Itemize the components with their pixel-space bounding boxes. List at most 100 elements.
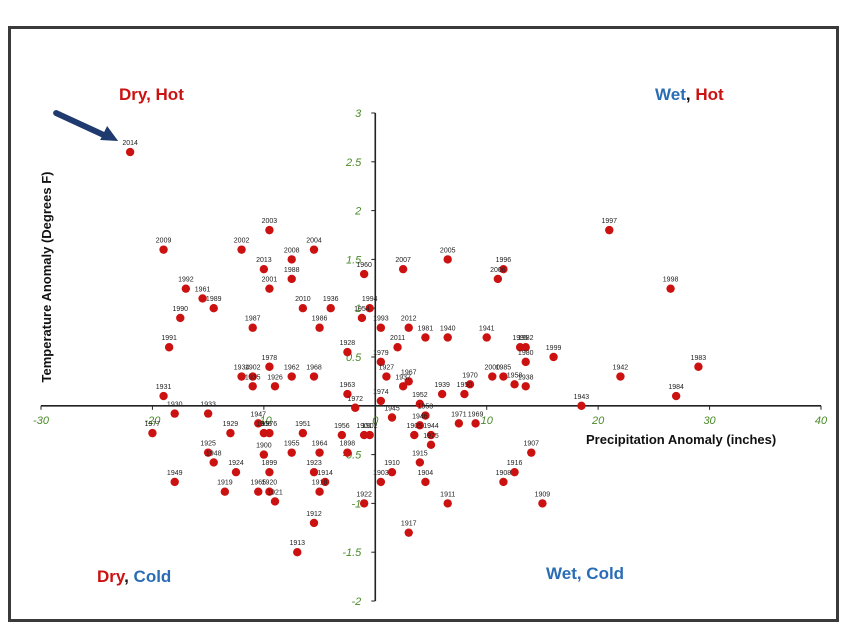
- data-point-1923: [309, 467, 319, 477]
- x-tick-label: 30: [703, 415, 716, 427]
- point-label-1997: 1997: [601, 218, 617, 225]
- data-point-2014: [125, 147, 135, 157]
- point-label-1963: 1963: [340, 382, 356, 389]
- point-label-1909: 1909: [535, 491, 551, 498]
- point-label-1985: 1985: [496, 365, 512, 372]
- data-point-1922: [359, 499, 369, 508]
- point-label-1979: 1979: [373, 350, 389, 357]
- data-point-1930: [170, 409, 179, 418]
- quadrant-label-dry-hot: Dry, Hot: [119, 85, 184, 104]
- quadrant-segment: ,: [686, 85, 695, 104]
- data-point-1971: [454, 419, 464, 428]
- point-label-1970: 1970: [462, 372, 478, 379]
- point-label-1978: 1978: [262, 355, 278, 362]
- data-point-1997: [605, 225, 614, 235]
- data-point-1969: [471, 419, 480, 428]
- point-label-1968: 1968: [306, 365, 322, 372]
- data-point-1916: [510, 467, 519, 477]
- data-point-1990: [176, 313, 185, 323]
- data-point-1940: [443, 333, 452, 342]
- y-axis-label: Temperature Anomaly (Degrees F): [39, 172, 54, 383]
- data-point-1939: [437, 389, 447, 399]
- point-label-1945: 1945: [384, 406, 400, 413]
- data-point-1928: [343, 347, 352, 357]
- point-label-1922: 1922: [356, 491, 372, 498]
- point-label-2014: 2014: [122, 140, 138, 147]
- quadrant-segment: Dry, Hot: [119, 85, 184, 104]
- point-label-1937: 1937: [395, 374, 411, 381]
- point-label-1902: 1902: [245, 365, 261, 372]
- point-label-1920: 1920: [262, 480, 278, 487]
- data-point-1977: [148, 428, 157, 438]
- data-point-2006: [493, 274, 503, 284]
- quadrant-label-wet-hot: Wet, Hot: [655, 85, 724, 104]
- data-point-1943: [577, 401, 586, 410]
- data-point-1964: [315, 448, 324, 457]
- data-point-1941: [482, 333, 491, 342]
- point-label-1958: 1958: [507, 372, 523, 379]
- point-label-1944: 1944: [423, 423, 439, 430]
- x-tick-label: 20: [591, 415, 605, 427]
- data-point-1968: [309, 372, 319, 381]
- data-point-1902: [248, 372, 257, 381]
- point-label-1903: 1903: [373, 470, 389, 477]
- point-label-1991: 1991: [161, 335, 177, 342]
- data-point-1936: [326, 304, 335, 313]
- data-point-2008: [287, 255, 296, 264]
- point-label-1933: 1933: [200, 402, 216, 409]
- point-label-1943: 1943: [574, 394, 590, 401]
- point-label-1914: 1914: [317, 470, 333, 477]
- data-point-1981: [421, 333, 430, 342]
- x-tick-label: 10: [481, 415, 494, 427]
- point-label-1926: 1926: [267, 374, 283, 381]
- arrow-shaft: [53, 110, 112, 141]
- point-label-1994: 1994: [362, 296, 378, 303]
- point-label-1915: 1915: [412, 450, 428, 457]
- x-tick-label: -30: [33, 415, 50, 427]
- point-label-1969: 1969: [468, 411, 484, 418]
- point-label-1996: 1996: [496, 257, 512, 264]
- point-label-1942: 1942: [613, 365, 629, 372]
- data-point-1986: [315, 323, 324, 332]
- point-label-1940: 1940: [440, 325, 456, 332]
- data-point-2009: [159, 245, 168, 254]
- point-label-2009: 2009: [156, 238, 172, 245]
- point-label-1912: 1912: [306, 511, 322, 518]
- data-point-2013: [259, 264, 269, 274]
- point-label-1965: 1965: [250, 480, 266, 487]
- point-label-1998: 1998: [663, 277, 679, 284]
- arrow-head: [100, 126, 119, 142]
- point-label-1971: 1971: [451, 411, 467, 418]
- axes: [40, 112, 822, 602]
- point-label-1908: 1908: [496, 470, 512, 477]
- x-tick-label: 0: [372, 415, 379, 427]
- point-label-1899: 1899: [262, 460, 278, 467]
- point-label-1929: 1929: [223, 421, 239, 428]
- point-label-1904: 1904: [418, 470, 434, 477]
- point-label-1983: 1983: [691, 355, 707, 362]
- point-label-1956: 1956: [334, 423, 350, 430]
- data-point-1929: [226, 428, 235, 438]
- data-point-1962: [287, 372, 296, 381]
- point-label-1930: 1930: [167, 402, 183, 409]
- quadrant-segment: Cold: [134, 567, 172, 586]
- x-tick-label: -20: [144, 415, 161, 427]
- data-point-1903: [376, 477, 386, 487]
- data-point-1949: [170, 477, 179, 487]
- point-label-2000: 2000: [484, 365, 500, 372]
- data-point-1911: [443, 499, 452, 508]
- data-point-1898: [343, 448, 352, 457]
- data-point-1899: [265, 467, 274, 477]
- point-label-2002: 2002: [234, 238, 250, 245]
- point-label-1917: 1917: [401, 521, 417, 528]
- data-point-1924: [231, 467, 241, 477]
- data-point-1913: [293, 548, 302, 557]
- point-label-1941: 1941: [479, 325, 495, 332]
- y-tick-label: 1: [355, 303, 361, 315]
- data-point-1915: [415, 458, 425, 467]
- data-point-1974: [376, 396, 386, 406]
- data-point-1931: [159, 391, 168, 401]
- quadrant-segment: Wet, Cold: [546, 564, 624, 583]
- data-point-1910: [387, 467, 397, 477]
- data-point-1965: [254, 487, 263, 496]
